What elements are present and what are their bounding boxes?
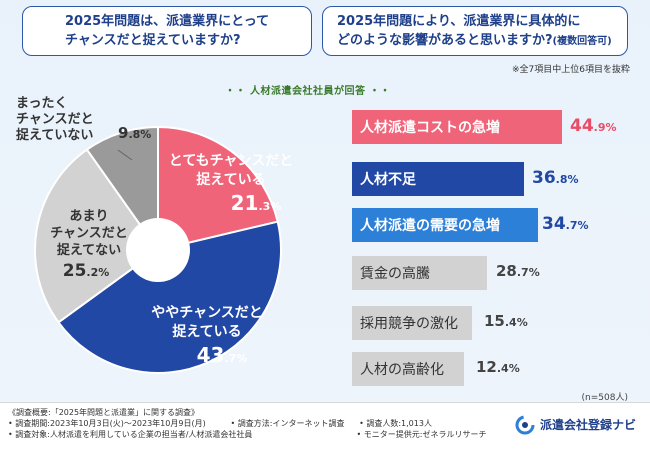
question-1-line1: 2025年問題は、派遣業界にとって: [65, 14, 270, 29]
footer-provider: • モニター提供元:ゼネラルリサーチ: [356, 430, 487, 439]
bar-demand-increase: 人材派遣の需要の急増: [352, 208, 538, 242]
respondents-label: ・・ 人材派遣会社社員が回答 ・・: [225, 86, 391, 97]
question-2-box: 2025年問題により、派遣業界に具体的に どのような影響があると思いますか?(複…: [322, 6, 628, 56]
bar-labor-shortage: 人材不足: [352, 162, 524, 196]
footer-overview: 《調査概要:「2025年問題と派遣業」に関する調査》: [8, 408, 200, 417]
footer-period: • 調査期間:2023年10月3日(火)〜2023年10月9日(月): [8, 419, 206, 428]
value-wage-rise: 28.7%: [496, 262, 540, 280]
question-1-line2: チャンスだと捉えていますか?: [65, 33, 241, 48]
sample-size: (n=508人): [581, 393, 628, 403]
pie-slice-very: [157, 125, 279, 252]
footer-method: • 調査方法:インターネット調査: [230, 419, 345, 428]
pie-slice-somewhat: [57, 220, 282, 374]
donut-hole: [126, 218, 190, 282]
pie-label-not-much: あまり チャンスだと 捉えてない 25.2%: [50, 209, 128, 281]
question-2-line2: どのような影響があると思いますか?: [337, 32, 553, 48]
pie-label-somewhat: ややチャンスだと 捉えている 43.7%: [151, 305, 263, 367]
pie-label-never: まったく チャンスだと 捉えていない: [16, 96, 94, 143]
question-2-suffix: (複数回答可): [552, 35, 612, 47]
brand-logo-icon: [515, 415, 535, 435]
donut-chart: [34, 125, 282, 374]
brand-name: 派遣会社登録ナビ: [539, 417, 636, 432]
value-labor-shortage: 36.8%: [532, 168, 579, 188]
value-cost-increase: 44.9%: [570, 116, 617, 136]
bar-hiring-competition: 採用競争の激化: [352, 306, 472, 340]
pie-label-very: とてもチャンスだと 捉えている 21.3%: [168, 153, 294, 215]
bar-aging: 人材の高齢化: [352, 352, 464, 386]
value-aging: 12.4%: [476, 358, 520, 376]
bar-wage-rise: 賃金の高騰: [352, 256, 487, 290]
value-demand-increase: 34.7%: [542, 214, 589, 234]
brand-logo: 派遣会社登録ナビ: [515, 415, 636, 435]
question-1-box: 2025年問題は、派遣業界にとって チャンスだと捉えていますか?: [22, 6, 312, 56]
footer-target: • 調査対象:人材派遣を利用している企業の担当者/人材派遣会社社員: [8, 430, 253, 439]
footer: 《調査概要:「2025年問題と派遣業」に関する調査》 • 調査期間:2023年1…: [0, 402, 650, 450]
bar-cost-increase: 人材派遣コストの急増: [352, 110, 562, 144]
question-2-line1: 2025年問題により、派遣業界に具体的に: [337, 13, 581, 29]
pie-value-never: 9.8%: [118, 124, 152, 142]
value-hiring-competition: 15.4%: [484, 312, 528, 330]
footer-count: • 調査人数:1,013人: [359, 419, 432, 428]
pie-leader-line: [117, 149, 133, 161]
note: ※全7項目中上位6項目を抜粋: [512, 65, 630, 75]
pie-slice-never: [85, 125, 159, 254]
pie-slice-not-much: [34, 148, 160, 324]
